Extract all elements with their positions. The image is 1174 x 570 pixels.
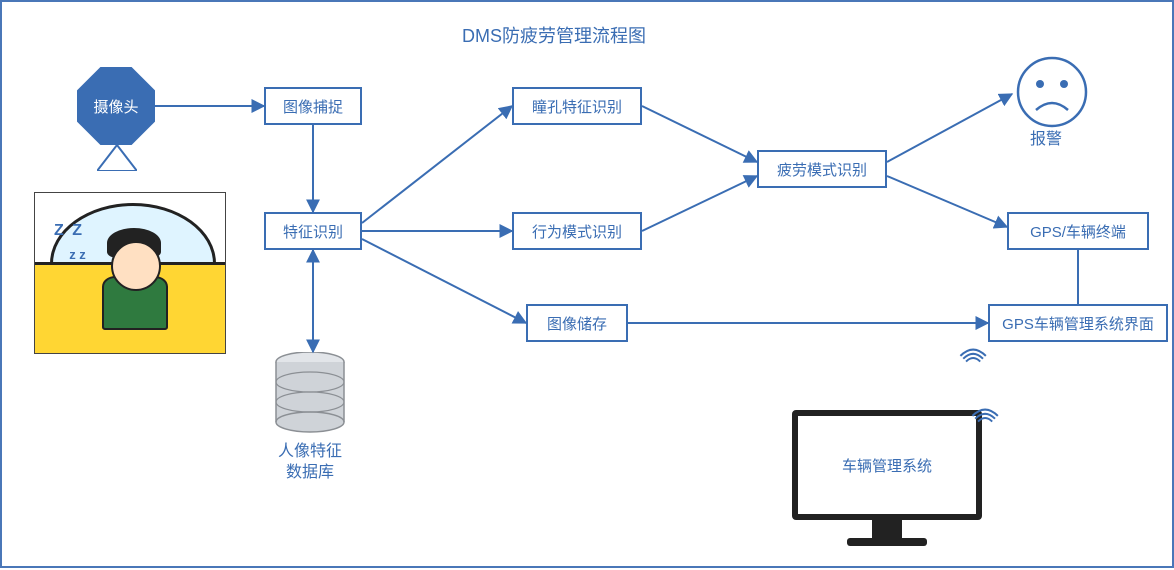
edge-pupil-fatigue [642, 106, 757, 162]
driver-illustration: Z Z z z [34, 192, 226, 354]
node-behavior-recognition: 行为模式识别 [512, 212, 642, 250]
flowchart-canvas: DMS防疲劳管理流程图 摄像头 Z Z z z 图像捕捉 特征识别 瞳孔特征识别… [0, 0, 1174, 568]
database-label: 人像特征 数据库 [270, 442, 350, 484]
edge-feature_rec-pupil [362, 106, 512, 223]
alarm-label: 报警 [1030, 130, 1062, 151]
node-gps-ui: GPS车辆管理系统界面 [988, 304, 1168, 342]
chart-title: DMS防疲劳管理流程图 [462, 22, 646, 48]
node-camera: 摄像头 [77, 67, 155, 145]
edge-fatigue-sad_face [887, 94, 1012, 162]
wifi-icon-2 [953, 340, 988, 375]
database-icon [274, 352, 346, 436]
monitor-icon: 车辆管理系统 [792, 410, 982, 546]
node-image-capture: 图像捕捉 [264, 87, 362, 125]
camera-cone-icon [97, 145, 137, 171]
node-feature-recognition: 特征识别 [264, 212, 362, 250]
node-gps-terminal: GPS/车辆终端 [1007, 212, 1149, 250]
node-pupil-recognition: 瞳孔特征识别 [512, 87, 642, 125]
monitor-screen-label: 车辆管理系统 [792, 410, 982, 520]
node-image-storage: 图像储存 [526, 304, 628, 342]
edge-fatigue-gps_terminal [887, 176, 1007, 227]
alarm-face-icon [1014, 54, 1090, 130]
node-fatigue-recognition: 疲劳模式识别 [757, 150, 887, 188]
edge-feature_rec-image_store [362, 239, 526, 323]
edge-behavior-fatigue [642, 176, 757, 231]
